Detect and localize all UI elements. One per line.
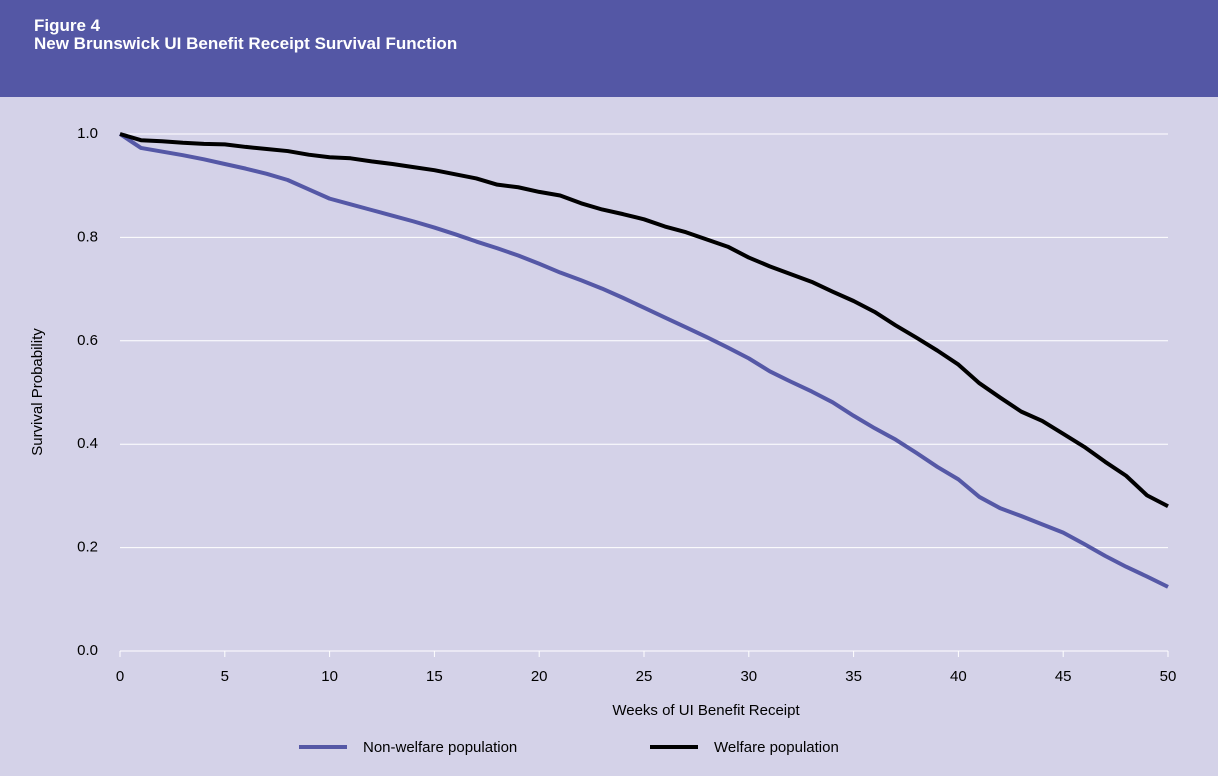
x-tick-label: 20 [531, 668, 548, 685]
x-tick-label: 40 [950, 668, 967, 685]
y-tick-label: 1.0 [77, 125, 98, 142]
y-tick-label: 0.6 [77, 332, 98, 349]
line [119, 132, 1169, 509]
x-tick-label: 15 [426, 668, 443, 685]
x-tick-label: 30 [740, 668, 757, 685]
x-tick-label: 10 [321, 668, 338, 685]
x-tick-label: 35 [845, 668, 862, 685]
legend-label: Welfare population [714, 739, 839, 756]
x-tick-label: 45 [1055, 668, 1072, 685]
x-tick-label: 50 [1160, 668, 1177, 685]
y-tick-label: 0.4 [77, 435, 98, 452]
chart-subtitle: New Brunswick UI Benefit Receipt Surviva… [34, 34, 458, 53]
x-tick-label: 0 [116, 668, 124, 685]
legend-label: Non-welfare population [363, 739, 517, 756]
x-tick-label: 25 [636, 668, 653, 685]
x-axis-label: Weeks of UI Benefit Receipt [612, 702, 800, 719]
x-tick-label: 5 [221, 668, 229, 685]
chart-title: Figure 4 [34, 16, 101, 35]
line [118, 132, 1169, 589]
y-tick-label: 0.2 [77, 539, 98, 556]
y-tick-label: 0.0 [77, 642, 98, 659]
y-axis-label: Survival Probability [29, 328, 46, 456]
header: Figure 4 New Brunswick UI Benefit Receip… [0, 0, 1218, 97]
y-tick-label: 0.8 [77, 228, 98, 245]
